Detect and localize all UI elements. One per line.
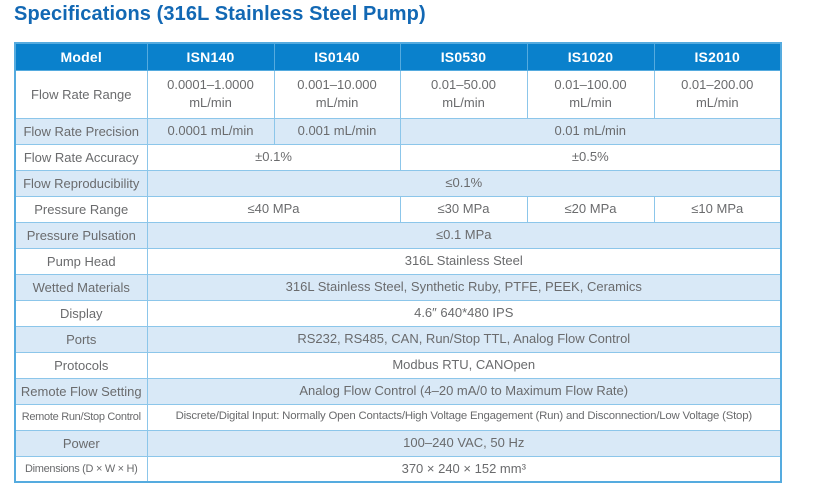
- spec-value-cell: 370 × 240 × 152 mm³: [146, 455, 782, 483]
- model-header-cell: Model: [14, 42, 148, 71]
- spec-value-cell: 316L Stainless Steel, Synthetic Ruby, PT…: [146, 273, 782, 301]
- spec-value-cell: 0.01–100.00 mL/min: [526, 69, 655, 119]
- spec-value-cell: RS232, RS485, CAN, Run/Stop TTL, Analog …: [146, 325, 782, 353]
- row-label: Pressure Range: [14, 195, 148, 223]
- table-row: Flow Reproducibility ≤0.1%: [14, 169, 782, 197]
- spec-value-cell: 0.001 mL/min: [273, 117, 401, 145]
- table-row: Display 4.6″ 640*480 IPS: [14, 299, 782, 327]
- row-label: Ports: [14, 325, 148, 353]
- spec-value-cell: 316L Stainless Steel: [146, 247, 782, 275]
- table-row: Remote Run/Stop Control Discrete/Digital …: [14, 403, 782, 431]
- spec-value-cell: Modbus RTU, CANOpen: [146, 351, 782, 379]
- spec-value-cell: 0.01–50.00 mL/min: [399, 69, 528, 119]
- table-row: Remote Flow Setting Analog Flow Control (…: [14, 377, 782, 405]
- spec-value-cell: ±0.5%: [399, 143, 782, 171]
- model-column-header: IS2010: [653, 42, 782, 71]
- page-title: Specifications (316L Stainless Steel Pum…: [14, 3, 426, 25]
- spec-value-cell: ≤10 MPa: [653, 195, 782, 223]
- row-label: Remote Flow Setting: [14, 377, 148, 405]
- table-row: Flow Rate Precision 0.0001 mL/min 0.001 mL…: [14, 117, 782, 145]
- model-column-header: IS1020: [526, 42, 655, 71]
- spec-value-cell: 0.01–200.00 mL/min: [653, 69, 782, 119]
- row-label: Flow Rate Accuracy: [14, 143, 148, 171]
- spec-value-cell: ≤20 MPa: [526, 195, 655, 223]
- table-row: Wetted Materials 316L Stainless Steel, Sy…: [14, 273, 782, 301]
- row-label: Power: [14, 429, 148, 457]
- spec-value-cell: ≤30 MPa: [399, 195, 528, 223]
- model-column-header: IS0140: [273, 42, 401, 71]
- spec-value-cell: 0.001–10.000 mL/min: [273, 69, 401, 119]
- spec-value-cell: 100–240 VAC, 50 Hz: [146, 429, 782, 457]
- row-label: Protocols: [14, 351, 148, 379]
- spec-value-cell: Analog Flow Control (4–20 mA/0 to Maximu…: [146, 377, 782, 405]
- table-header-row: Model ISN140 IS0140 IS0530 IS1020 IS2010: [14, 42, 782, 71]
- spec-table-body: Flow Rate Range 0.0001–1.0000 mL/min 0.001…: [14, 69, 782, 483]
- table-row: Flow Rate Range 0.0001–1.0000 mL/min 0.001…: [14, 69, 782, 119]
- row-label: Flow Reproducibility: [14, 169, 148, 197]
- table-row: Protocols Modbus RTU, CANOpen: [14, 351, 782, 379]
- table-row: Pressure Range ≤40 MPa ≤30 MPa ≤20 MPa ≤10 M…: [14, 195, 782, 223]
- spec-value-cell: 0.0001 mL/min: [146, 117, 275, 145]
- table-row: Ports RS232, RS485, CAN, Run/Stop TTL, An…: [14, 325, 782, 353]
- row-label: Wetted Materials: [14, 273, 148, 301]
- spec-value-cell: 0.01 mL/min: [399, 117, 782, 145]
- spec-value-cell: 0.0001–1.0000 mL/min: [146, 69, 275, 119]
- spec-value-cell: 4.6″ 640*480 IPS: [146, 299, 782, 327]
- spec-table: Model ISN140 IS0140 IS0530 IS1020 IS2010 Flow…: [14, 42, 782, 483]
- row-label: Remote Run/Stop Control: [14, 403, 148, 431]
- row-label: Flow Rate Range: [14, 69, 148, 119]
- table-row: Power 100–240 VAC, 50 Hz: [14, 429, 782, 457]
- row-label: Dimensions (D × W × H): [14, 455, 148, 483]
- row-label: Display: [14, 299, 148, 327]
- table-row: Flow Rate Accuracy ±0.1% ±0.5%: [14, 143, 782, 171]
- table-row: Pressure Pulsation ≤0.1 MPa: [14, 221, 782, 249]
- spec-value-cell: ≤0.1 MPa: [146, 221, 782, 249]
- row-label: Pressure Pulsation: [14, 221, 148, 249]
- spec-value-cell: ≤40 MPa: [146, 195, 401, 223]
- spec-value-cell: ≤0.1%: [146, 169, 782, 197]
- spec-value-cell: Discrete/Digital Input: Normally Open Co…: [146, 403, 782, 431]
- table-row: Dimensions (D × W × H) 370 × 240 × 152 mm…: [14, 455, 782, 483]
- spec-value-cell: ±0.1%: [146, 143, 401, 171]
- row-label: Flow Rate Precision: [14, 117, 148, 145]
- model-column-header: ISN140: [146, 42, 275, 71]
- row-label: Pump Head: [14, 247, 148, 275]
- table-row: Pump Head 316L Stainless Steel: [14, 247, 782, 275]
- model-column-header: IS0530: [399, 42, 528, 71]
